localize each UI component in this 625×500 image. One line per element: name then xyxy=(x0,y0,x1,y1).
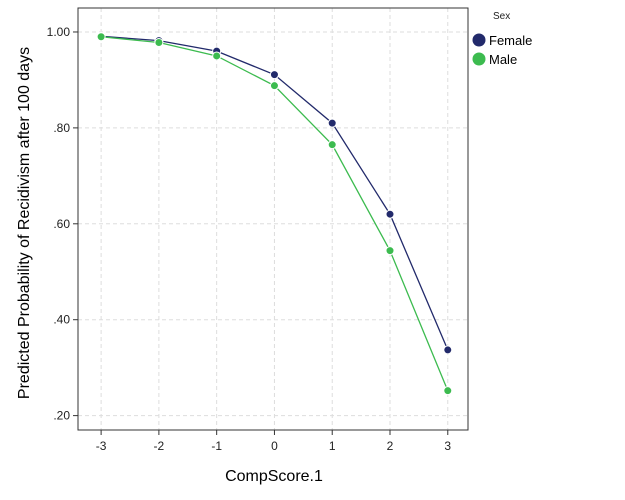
y-tick-label: .60 xyxy=(53,217,70,231)
legend-title: Sex xyxy=(493,11,510,22)
x-tick-label: -1 xyxy=(211,439,222,453)
y-tick-label: .20 xyxy=(53,409,70,423)
y-tick-label: .40 xyxy=(53,313,70,327)
data-point-female xyxy=(443,345,453,355)
x-tick-label: 1 xyxy=(329,439,336,453)
grid-layer xyxy=(78,8,468,430)
x-tick-label: -2 xyxy=(154,439,165,453)
data-point-male xyxy=(327,140,337,150)
legend-marker xyxy=(472,33,486,47)
x-tick-label: -3 xyxy=(96,439,107,453)
series-male xyxy=(96,32,453,396)
x-tick-label: 3 xyxy=(444,439,451,453)
x-tick-label: 0 xyxy=(271,439,278,453)
axis-layer: -3 -2 -1 0 1 2 3 .20 .40 .60 .80 1.00 xyxy=(47,25,452,453)
y-tick-label: 1.00 xyxy=(47,25,71,39)
data-point-male xyxy=(212,51,222,61)
data-point-female xyxy=(269,70,279,80)
data-point-male xyxy=(154,38,164,48)
legend-item-female: Female xyxy=(472,33,532,48)
x-axis-title: CompScore.1 xyxy=(225,468,323,485)
data-point-female xyxy=(385,209,395,219)
data-point-male xyxy=(269,81,279,91)
legend-label: Male xyxy=(489,52,517,67)
data-point-female xyxy=(327,118,337,128)
data-point-male xyxy=(385,246,395,256)
legend-label: Female xyxy=(489,33,532,48)
legend-item-male: Male xyxy=(472,52,517,67)
data-point-male xyxy=(443,386,453,396)
x-tick-label: 2 xyxy=(387,439,394,453)
data-point-male xyxy=(96,32,106,42)
y-axis-title: Predicted Probability of Recidivism afte… xyxy=(16,47,33,399)
plot-frame xyxy=(77,7,469,431)
y-tick-label: .80 xyxy=(53,121,70,135)
series-layer xyxy=(96,31,453,396)
legend-marker xyxy=(472,52,486,66)
legend: Sex Female Male xyxy=(472,11,532,67)
